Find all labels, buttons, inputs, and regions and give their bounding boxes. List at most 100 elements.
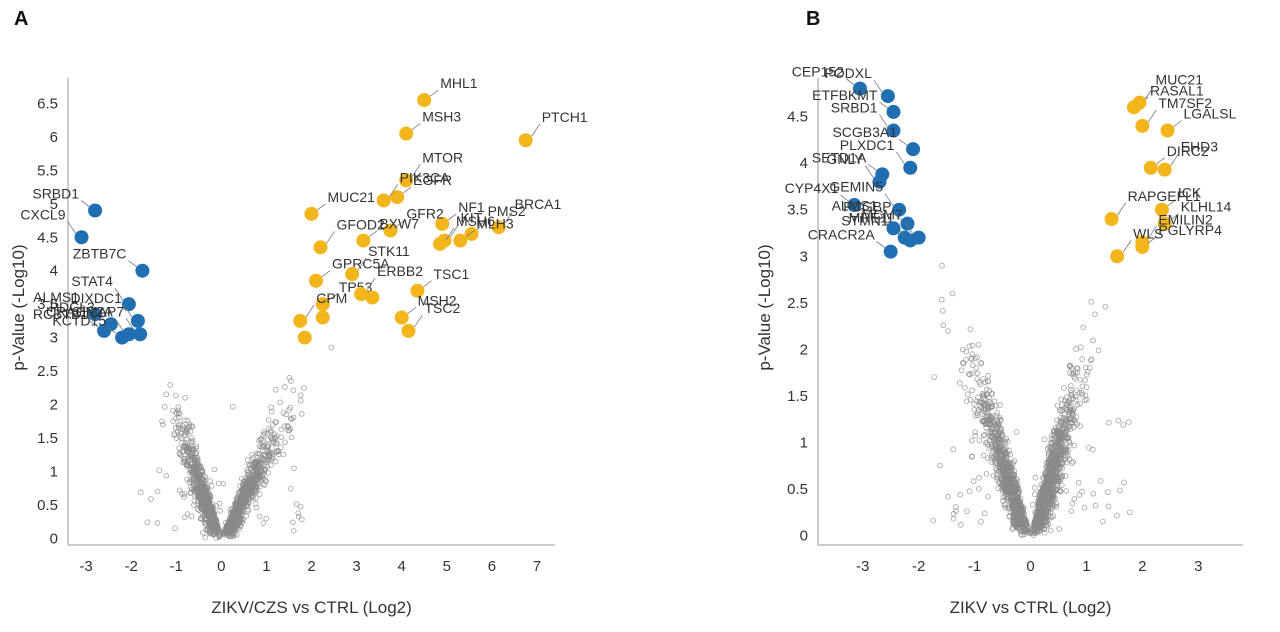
background-point <box>263 515 270 522</box>
gene-label: DIRC2 <box>1167 143 1209 159</box>
background-point <box>1043 497 1049 503</box>
background-point <box>267 427 274 434</box>
background-point <box>1049 445 1056 451</box>
background-point <box>188 423 195 429</box>
background-point <box>976 475 982 481</box>
x-tick-label: -3 <box>79 558 92 575</box>
gene-leader-line <box>879 101 888 109</box>
background-point <box>188 513 195 520</box>
background-point <box>1079 488 1085 495</box>
background-point <box>1126 509 1133 516</box>
background-point <box>1017 495 1024 502</box>
gene-point <box>410 283 425 298</box>
background-point <box>979 390 986 397</box>
background-point <box>985 429 991 436</box>
background-point <box>1050 427 1057 434</box>
background-point <box>962 384 968 391</box>
gene-label: KLHL14 <box>1181 199 1232 215</box>
background-point <box>297 392 304 399</box>
background-point <box>978 518 984 525</box>
background-point <box>963 348 970 355</box>
background-point <box>1067 442 1073 448</box>
background-point <box>249 470 255 477</box>
background-point <box>1046 468 1053 475</box>
background-point <box>278 426 285 433</box>
background-point <box>983 424 990 431</box>
background-point <box>1097 478 1104 484</box>
background-point <box>232 515 239 522</box>
background-point <box>997 465 1003 472</box>
background-point <box>184 460 191 467</box>
gene-leader-line <box>873 79 883 93</box>
gene-label: STK11 <box>368 243 410 259</box>
x-axis-label: ZIKV/CZS vs CTRL (Log2) <box>211 598 412 617</box>
y-tick-label: 4.5 <box>787 109 808 126</box>
gene-label: MSH2 <box>418 293 457 309</box>
background-point <box>989 459 995 466</box>
background-point <box>968 454 975 460</box>
gene-point <box>315 297 330 312</box>
gene-point <box>293 313 308 328</box>
background-point <box>280 410 287 416</box>
gene-point <box>97 323 112 338</box>
background-point <box>1038 521 1044 527</box>
background-point <box>974 370 981 377</box>
background-point <box>1006 474 1013 481</box>
gene-leader-line <box>366 277 376 291</box>
background-point <box>978 360 984 367</box>
gene-label: CRACR2A <box>808 227 876 243</box>
gene-label: ALMS1 <box>832 197 878 213</box>
gene-leader-line <box>1170 153 1180 166</box>
background-point <box>273 440 280 446</box>
background-point <box>1006 488 1013 495</box>
background-point <box>187 428 194 435</box>
gene-leader-line <box>125 318 135 331</box>
gene-point <box>401 323 416 338</box>
gene-leader-line <box>411 164 421 177</box>
background-point <box>975 341 982 348</box>
gene-point <box>376 193 391 208</box>
gene-point <box>345 267 360 282</box>
gene-leader-line <box>429 89 439 97</box>
background-point <box>226 529 232 536</box>
background-point <box>198 463 204 470</box>
background-point <box>1032 474 1039 481</box>
gene-point <box>130 313 145 328</box>
y-tick-label: 3.5 <box>37 296 58 313</box>
background-point <box>244 488 251 495</box>
background-point <box>286 407 292 413</box>
background-point <box>295 513 302 520</box>
background-point <box>176 487 183 494</box>
gene-label: CRACR2A <box>46 303 114 319</box>
background-point <box>982 397 989 404</box>
background-point <box>1054 430 1061 437</box>
background-point <box>1049 495 1055 501</box>
background-point <box>1030 532 1037 538</box>
background-point <box>1064 449 1070 456</box>
background-point <box>983 386 990 393</box>
background-point <box>1077 400 1083 407</box>
background-point <box>985 373 992 379</box>
background-point <box>974 354 980 360</box>
background-point <box>217 508 223 514</box>
gene-label: MHL1 <box>440 75 478 91</box>
y-tick-label: 2 <box>50 397 58 414</box>
background-point <box>175 410 182 416</box>
gene-leader-line <box>80 200 90 207</box>
background-point <box>216 530 223 536</box>
y-tick-label: 1 <box>50 463 58 480</box>
background-point <box>275 447 281 454</box>
gene-point <box>394 310 409 325</box>
background-point <box>287 485 294 492</box>
y-tick-label: 6 <box>50 129 58 146</box>
gene-leader-line <box>423 280 432 288</box>
background-point <box>1057 426 1064 433</box>
background-point <box>184 476 190 483</box>
background-point <box>1062 397 1068 404</box>
background-point <box>232 508 239 514</box>
background-point <box>1106 419 1112 426</box>
background-point <box>1053 427 1060 434</box>
background-point <box>985 493 991 500</box>
gene-label: PTCH1 <box>542 109 588 125</box>
background-point <box>995 421 1002 428</box>
